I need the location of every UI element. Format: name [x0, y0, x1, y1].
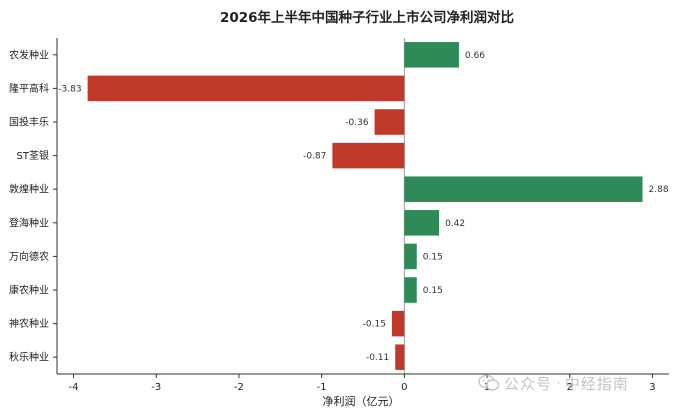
bar-9 — [391, 310, 405, 337]
wechat-icon — [478, 374, 500, 391]
bar-5 — [404, 176, 643, 202]
category-label: 登海种业 — [9, 216, 49, 229]
x-tick-label: -2 — [234, 382, 244, 393]
x-tick-label: 2 — [567, 382, 573, 393]
bar-10 — [395, 344, 405, 370]
bar-8 — [404, 277, 417, 303]
bar-4 — [332, 142, 405, 169]
category-label: 万向德农 — [9, 250, 49, 263]
category-label: 神农种业 — [9, 317, 49, 330]
x-tick-label: 3 — [649, 382, 655, 393]
category-label: 农发种业 — [9, 48, 49, 61]
data-label: 0.15 — [423, 252, 443, 262]
x-tick-label: -4 — [69, 382, 79, 393]
bar-2 — [87, 75, 405, 102]
data-label: -0.15 — [363, 320, 386, 330]
category-label: 秋乐种业 — [9, 351, 49, 364]
category-label: 隆平高科 — [9, 82, 49, 95]
watermark-separator: · — [556, 374, 561, 392]
watermark-name: 中经指南 — [564, 374, 629, 393]
data-label: 2.88 — [649, 185, 669, 195]
data-label: -0.87 — [303, 152, 326, 162]
x-tick-label: 0 — [401, 382, 407, 393]
x-tick-label: -3 — [151, 382, 161, 393]
category-label: ST荃银 — [17, 149, 49, 162]
category-label: 国投丰乐 — [9, 116, 49, 129]
chart-title: 2026年上半年中国种子行业上市公司净利润对比 — [220, 9, 514, 26]
watermark-account: 公众号 — [504, 374, 553, 393]
bar-3 — [374, 109, 405, 135]
data-label: 0.66 — [465, 51, 485, 61]
bar-6 — [404, 210, 440, 236]
bar-1 — [404, 42, 459, 68]
data-label: -0.36 — [345, 118, 369, 128]
plot-area: 农发种业 0.66 隆平高科 -3.83 国投丰乐 -0.36 ST荃银 -0.87 敦煌种业 2… — [9, 38, 669, 393]
watermark: 公众号 · 中经指南 — [478, 372, 629, 394]
category-label: 康农种业 — [9, 284, 49, 297]
x-tick-label: -1 — [317, 382, 327, 393]
data-label: -0.11 — [366, 353, 389, 363]
category-label: 敦煌种业 — [9, 183, 49, 196]
data-label: 0.42 — [445, 219, 465, 229]
data-label: -3.83 — [58, 84, 81, 94]
x-axis-label: 净利润（亿元） — [323, 394, 400, 408]
bar-7 — [404, 243, 417, 270]
data-label: 0.15 — [423, 286, 443, 296]
